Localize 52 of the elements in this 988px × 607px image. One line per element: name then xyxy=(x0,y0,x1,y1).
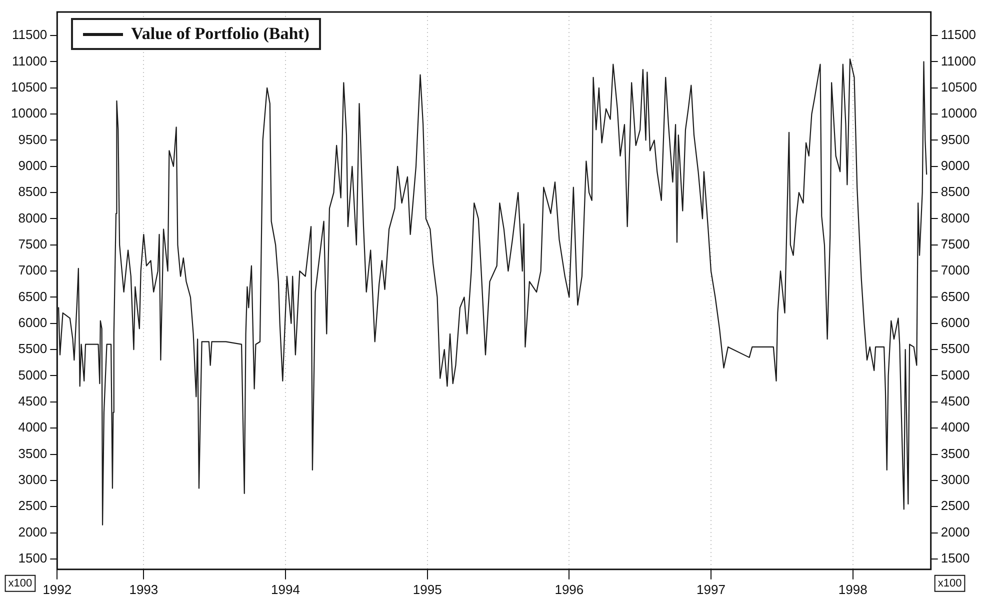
x-tick-label: 1996 xyxy=(554,582,584,597)
y-tick-label: 7500 xyxy=(18,236,48,252)
y2-tick-label: 6000 xyxy=(940,314,970,330)
y-tick-label: 2000 xyxy=(18,524,48,540)
y2-tick-label: 2500 xyxy=(940,498,970,514)
y2-tick-label: 2000 xyxy=(940,524,970,540)
y-tick-label: 9500 xyxy=(18,132,48,147)
y-tick-label: 2500 xyxy=(18,498,48,514)
y-tick-label: 3000 xyxy=(18,472,48,488)
y-tick-label: 4500 xyxy=(18,393,48,408)
y2-tick-label: 5000 xyxy=(940,367,970,382)
y2-tick-label: 7000 xyxy=(940,262,970,278)
y2-tick-label: 11000 xyxy=(940,53,976,68)
y-tick-label: 1500 xyxy=(18,550,48,566)
x-tick-label: 1997 xyxy=(696,582,726,597)
legend-label: Value of Portfolio (Baht) xyxy=(131,24,310,44)
y-tick-label: 5000 xyxy=(18,367,48,382)
y-tick-label: 5500 xyxy=(18,341,48,356)
y-tick-label: 10500 xyxy=(10,79,48,94)
y2-tick-label: 5500 xyxy=(940,341,970,356)
x-tick-label: 1995 xyxy=(412,582,442,597)
y-tick-label: 8000 xyxy=(18,210,48,226)
y-tick-label: 9000 xyxy=(18,158,48,173)
y2-tick-label: 7500 xyxy=(940,236,970,252)
x-tick-label: 1993 xyxy=(129,582,158,597)
y2-tick-label: 9500 xyxy=(940,132,970,147)
y-tick-label: 3500 xyxy=(18,446,48,461)
text: x100 xyxy=(938,577,962,590)
y2-tick-label: 4000 xyxy=(940,420,970,435)
y2-tick-label: 10000 xyxy=(940,106,978,121)
x-tick-label: 1998 xyxy=(838,582,868,597)
y-tick-label: 8500 xyxy=(18,184,48,200)
x-tick-label: 1994 xyxy=(271,582,300,597)
y2-tick-label: 3000 xyxy=(940,472,970,488)
y2-tick-label: 1500 xyxy=(940,550,970,566)
y-tick-label: 11000 xyxy=(12,53,48,68)
y2-tick-label: 8500 xyxy=(940,184,970,200)
y2-tick-label: 6500 xyxy=(940,288,970,304)
y2-tick-label: 8000 xyxy=(940,210,970,226)
y-tick-label: 10000 xyxy=(10,106,48,121)
y-tick-label: 6500 xyxy=(18,288,48,304)
text: x100 xyxy=(8,577,32,590)
y-tick-label: 4000 xyxy=(18,420,48,435)
y2-tick-label: 10500 xyxy=(940,79,978,94)
y2-tick-label: 3500 xyxy=(940,446,970,461)
y2-tick-label: 9000 xyxy=(940,158,970,173)
y-tick-label: 11500 xyxy=(12,27,48,42)
y2-tick-label: 11500 xyxy=(940,27,976,42)
x-tick-label: 1992 xyxy=(42,582,72,597)
y-tick-label: 7000 xyxy=(18,262,48,278)
y-tick-label: 6000 xyxy=(18,314,48,330)
y2-tick-label: 4500 xyxy=(940,393,970,408)
